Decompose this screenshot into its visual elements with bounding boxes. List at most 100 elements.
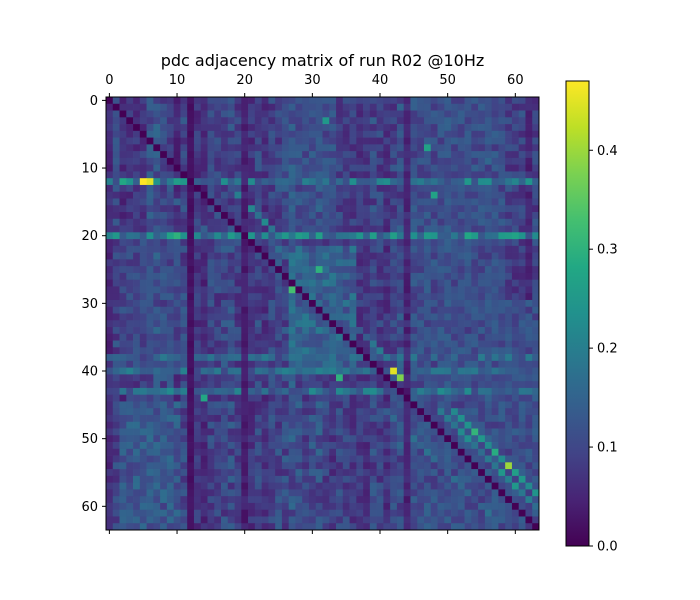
heatmap-cell [491,509,499,517]
heatmap-cell [180,360,188,368]
heatmap-cell [268,103,276,111]
heatmap-cell [491,333,499,341]
heatmap-cell [166,239,175,247]
heatmap-cell [193,320,202,328]
heatmap-cell [457,414,465,423]
heatmap-cell [363,333,371,341]
heatmap-cell [187,252,195,260]
heatmap-cell [106,455,114,463]
heatmap-cell [532,327,540,335]
heatmap-cell [471,137,479,145]
heatmap-cell [417,442,425,450]
heatmap-cell [369,144,377,152]
heatmap-cell [444,293,452,301]
heatmap-cell [308,381,317,389]
heatmap-cell [234,320,242,328]
heatmap-cell [308,462,317,470]
heatmap-cell [451,191,459,199]
heatmap-cell [342,401,350,409]
heatmap-cell [417,252,425,260]
heatmap-cell [241,340,249,348]
heatmap-cell [187,475,195,483]
heatmap-cell [241,306,249,314]
heatmap-cell [423,171,432,179]
heatmap-cell [376,232,384,240]
heatmap-cell [525,218,533,226]
heatmap-cell [383,252,391,260]
heatmap-cell [390,381,398,389]
heatmap-cell [403,232,411,240]
heatmap-cell [295,469,303,477]
heatmap-cell [214,408,222,416]
heatmap-cell [322,191,330,199]
heatmap-cell [207,130,215,138]
heatmap-cell [505,354,513,362]
heatmap-cell [518,462,526,470]
heatmap-cell [532,421,540,429]
heatmap-cell [268,157,276,166]
heatmap-cell [180,144,188,152]
heatmap-cell [153,110,161,118]
heatmap-cell [464,299,472,308]
heatmap-cell [302,360,310,368]
heatmap-cell [193,502,202,511]
heatmap-cell [288,117,296,125]
heatmap-cell [471,347,479,355]
heatmap-cell [112,299,120,308]
heatmap-cell [525,327,533,335]
heatmap-cell [329,97,337,105]
heatmap-cell [498,130,506,138]
heatmap-cell [200,239,208,247]
heatmap-cell [254,225,262,233]
heatmap-cell [525,367,533,375]
heatmap-cell [376,266,384,274]
heatmap-cell [146,482,154,490]
heatmap-cell [444,205,452,213]
heatmap-cell [315,394,323,402]
heatmap-cell [275,286,283,294]
heatmap-cell [227,455,235,463]
heatmap-cell [491,414,499,423]
heatmap-cell [471,225,479,233]
heatmap-cell [484,394,492,402]
heatmap-cell [410,293,418,301]
heatmap-cell [430,489,438,497]
heatmap-cell [342,205,350,213]
heatmap-cell [153,293,161,301]
heatmap-cell [430,110,438,118]
heatmap-cell [173,523,181,531]
heatmap-cell [187,327,195,335]
heatmap-cell [505,191,513,199]
heatmap-cell [160,218,168,226]
heatmap-cell [254,360,262,368]
heatmap-cell [281,232,290,240]
heatmap-cell [308,266,317,274]
heatmap-cell [173,469,181,477]
heatmap-cell [248,266,256,274]
heatmap-cell [275,408,283,416]
heatmap-cell [153,333,161,341]
heatmap-cell [518,313,526,321]
heatmap-cell [227,367,235,375]
heatmap-cell [139,428,147,436]
heatmap-cell [139,212,147,220]
heatmap-cell [173,327,181,335]
heatmap-cell [112,137,120,145]
heatmap-cell [315,340,323,348]
heatmap-cell [532,496,540,504]
heatmap-cell [457,448,465,456]
heatmap-cell [430,117,438,125]
heatmap-cell [437,178,445,186]
heatmap-cell [457,462,465,470]
heatmap-cell [254,489,262,497]
heatmap-cell [525,469,533,477]
heatmap-cell [153,212,161,220]
heatmap-cell [471,313,479,321]
heatmap-cell [193,516,202,524]
heatmap-cell [356,374,364,382]
heatmap-cell [268,387,276,396]
heatmap-cell [457,408,465,416]
heatmap-cell [187,266,195,274]
heatmap-cell [254,475,262,483]
heatmap-cell [342,239,350,247]
